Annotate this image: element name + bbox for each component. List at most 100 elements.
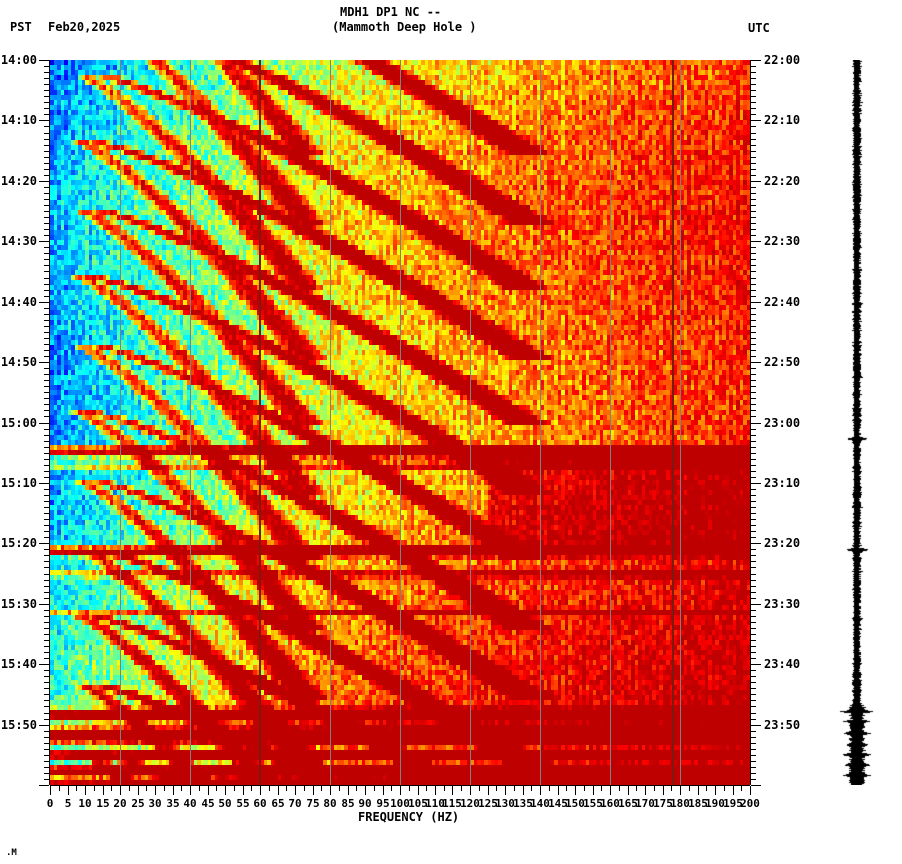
frequency-minor-tick [111, 786, 112, 791]
right-minor-tick [751, 416, 756, 417]
right-minor-tick [751, 567, 756, 568]
left-minor-tick [44, 308, 49, 309]
frequency-major-tick [750, 786, 751, 795]
right-minor-tick [751, 694, 756, 695]
right-major-tick [751, 241, 761, 242]
left-minor-tick [44, 749, 49, 750]
right-minor-tick [751, 368, 756, 369]
right-minor-tick [751, 392, 756, 393]
left-time-label: 14:30 [0, 234, 37, 248]
left-minor-tick [44, 78, 49, 79]
right-minor-tick [751, 404, 756, 405]
right-time-label: 23:30 [764, 597, 801, 611]
frequency-major-tick [470, 786, 471, 795]
right-minor-tick [751, 429, 756, 430]
right-minor-tick [751, 386, 756, 387]
frequency-major-tick [50, 786, 51, 795]
right-minor-tick [751, 211, 756, 212]
frequency-minor-tick [479, 786, 480, 791]
right-major-tick [751, 543, 761, 544]
right-minor-tick [751, 731, 756, 732]
left-minor-tick [44, 465, 49, 466]
right-minor-tick [751, 253, 756, 254]
station-title: MDH1 DP1 NC -- [340, 5, 442, 19]
right-time-label: 22:00 [764, 53, 801, 67]
right-minor-tick [751, 90, 756, 91]
right-minor-tick [751, 688, 756, 689]
right-minor-tick [751, 114, 756, 115]
frequency-major-tick [645, 786, 646, 795]
right-minor-tick [751, 459, 756, 460]
right-time-label: 23:50 [764, 718, 801, 732]
frequency-tick-label: 80 [323, 797, 337, 810]
left-minor-tick [44, 398, 49, 399]
frequency-tick-label: 140 [530, 797, 550, 810]
frequency-major-tick [313, 786, 314, 795]
frequency-major-tick [733, 786, 734, 795]
frequency-tick-label: 135 [513, 797, 533, 810]
right-minor-tick [751, 549, 756, 550]
left-minor-tick [44, 561, 49, 562]
frequency-major-tick [278, 786, 279, 795]
left-major-tick [39, 785, 49, 786]
frequency-minor-tick [461, 786, 462, 791]
left-minor-tick [44, 199, 49, 200]
frequency-minor-tick [339, 786, 340, 791]
frequency-major-tick [260, 786, 261, 795]
right-minor-tick [751, 398, 756, 399]
left-minor-tick [44, 229, 49, 230]
frequency-major-tick [103, 786, 104, 795]
right-minor-tick [751, 537, 756, 538]
right-minor-tick [751, 338, 756, 339]
frequency-major-tick [680, 786, 681, 795]
left-minor-tick [44, 187, 49, 188]
frequency-major-tick [540, 786, 541, 795]
frequency-axis-spine [50, 785, 750, 786]
left-minor-tick [44, 453, 49, 454]
left-minor-tick [44, 410, 49, 411]
left-minor-tick [44, 767, 49, 768]
right-minor-tick [751, 108, 756, 109]
frequency-minor-tick [531, 786, 532, 791]
frequency-tick-label: 160 [600, 797, 620, 810]
left-minor-tick [44, 549, 49, 550]
left-minor-tick [44, 139, 49, 140]
frequency-minor-tick [216, 786, 217, 791]
frequency-tick-label: 70 [288, 797, 302, 810]
right-major-tick [751, 362, 761, 363]
frequency-tick-label: 115 [442, 797, 462, 810]
frequency-tick-label: 180 [670, 797, 690, 810]
frequency-major-tick [698, 786, 699, 795]
right-minor-tick [751, 265, 756, 266]
left-minor-tick [44, 616, 49, 617]
left-minor-tick [44, 531, 49, 532]
left-minor-tick [44, 731, 49, 732]
right-minor-tick [751, 628, 756, 629]
left-minor-tick [44, 386, 49, 387]
right-minor-tick [751, 737, 756, 738]
left-minor-tick [44, 646, 49, 647]
left-minor-tick [44, 670, 49, 671]
frequency-minor-tick [724, 786, 725, 791]
frequency-major-tick [610, 786, 611, 795]
left-minor-tick [44, 580, 49, 581]
right-minor-tick [751, 199, 756, 200]
left-major-tick [39, 362, 49, 363]
frequency-minor-tick [59, 786, 60, 791]
frequency-minor-tick [321, 786, 322, 791]
frequency-tick-label: 120 [460, 797, 480, 810]
frequency-tick-label: 125 [478, 797, 498, 810]
right-minor-tick [751, 133, 756, 134]
right-major-tick [751, 483, 761, 484]
frequency-major-tick [85, 786, 86, 795]
right-time-label: 22:20 [764, 174, 801, 188]
right-minor-tick [751, 175, 756, 176]
left-minor-tick [44, 652, 49, 653]
left-minor-tick [44, 90, 49, 91]
left-minor-tick [44, 235, 49, 236]
frequency-minor-tick [391, 786, 392, 791]
right-minor-tick [751, 525, 756, 526]
left-minor-tick [44, 374, 49, 375]
frequency-tick-label: 0 [46, 797, 54, 810]
right-minor-tick [751, 271, 756, 272]
